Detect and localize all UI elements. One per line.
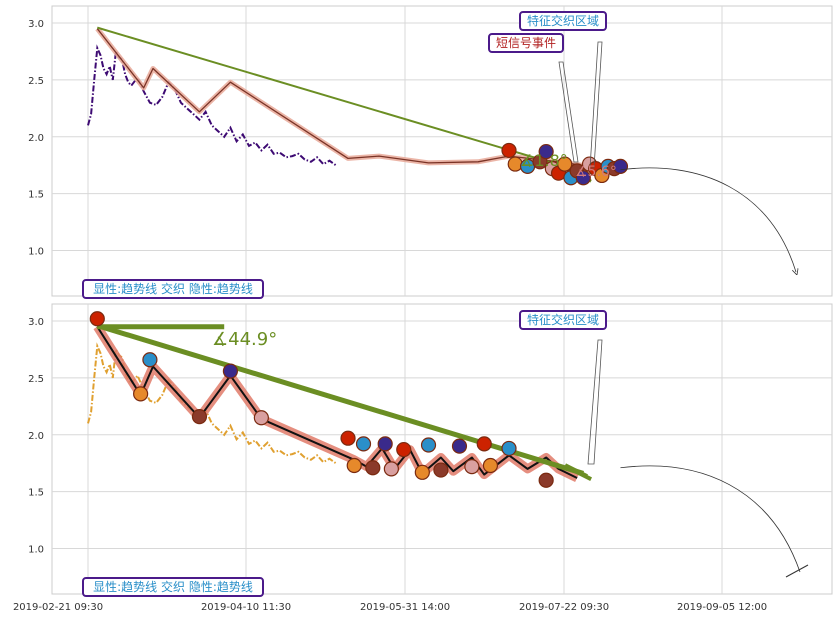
y-tick-label: 3.0 bbox=[28, 317, 44, 328]
legend-label: 显性:趋势线 交织 隐性:趋势线 bbox=[93, 281, 253, 296]
event-marker bbox=[253, 410, 269, 426]
projection-curve bbox=[620, 167, 796, 272]
x-tick-label: 2019-04-10 11:30 bbox=[201, 602, 291, 613]
y-tick-label: 1.5 bbox=[28, 488, 44, 499]
angle-label-small: ∡5.6° bbox=[575, 164, 617, 180]
y-tick-label: 2.5 bbox=[28, 76, 44, 87]
event-marker bbox=[538, 472, 554, 488]
event-marker bbox=[420, 437, 437, 453]
event-marker bbox=[383, 461, 399, 477]
event-marker bbox=[575, 170, 591, 186]
y-tick-label: 2.5 bbox=[28, 374, 44, 385]
event-marker bbox=[222, 363, 238, 379]
plot-area bbox=[51, 5, 833, 297]
event-marker bbox=[355, 436, 372, 452]
feature-region-label-box bbox=[519, 310, 607, 330]
x-axis: 2019-02-21 09:30 2019-04-10 11:30 2019-05-… bbox=[13, 602, 767, 613]
short-signal-arrow bbox=[558, 61, 579, 163]
short-signal-label-box bbox=[488, 33, 564, 53]
event-marker bbox=[365, 460, 381, 476]
trendline bbox=[97, 26, 569, 169]
feature-region-label: 特征交织区域 bbox=[527, 312, 599, 327]
event-marker bbox=[538, 143, 554, 160]
event-marker bbox=[142, 352, 158, 368]
feature-region-label-box bbox=[519, 11, 607, 31]
short-signal-label: 短信号事件 bbox=[496, 36, 556, 50]
event-marker bbox=[89, 311, 105, 327]
event-marker bbox=[612, 158, 629, 174]
event-marker bbox=[557, 156, 573, 172]
projection-end-tick bbox=[785, 564, 809, 578]
legend-label-box bbox=[82, 279, 264, 299]
y-tick-label: 1.0 bbox=[28, 247, 44, 258]
event-marker bbox=[476, 436, 492, 452]
event-marker bbox=[433, 462, 449, 478]
feature-region-arrow bbox=[587, 339, 603, 465]
event-marker bbox=[414, 464, 430, 480]
event-marker bbox=[396, 441, 412, 458]
x-tick-label: 2019-09-05 12:00 bbox=[677, 602, 767, 613]
x-tick-label: 2019-05-31 14:00 bbox=[360, 602, 450, 613]
x-tick-label: 2019-07-22 09:30 bbox=[519, 602, 609, 613]
series-raw bbox=[87, 44, 337, 167]
y-tick-label: 1.5 bbox=[28, 190, 44, 201]
angle-label-main: ∡44.9° bbox=[212, 329, 277, 350]
event-marker bbox=[377, 436, 393, 452]
event-marker bbox=[451, 438, 468, 454]
x-tick-label: 2019-02-21 09:30 bbox=[13, 602, 103, 613]
projection-curve bbox=[620, 465, 801, 573]
trend-stub bbox=[570, 467, 593, 481]
legend-label-box bbox=[82, 577, 264, 597]
event-marker bbox=[191, 408, 208, 425]
feature-region-label: 特征交织区域 bbox=[527, 13, 599, 28]
y-tick-label: 2.0 bbox=[28, 431, 44, 442]
event-marker bbox=[340, 430, 356, 446]
event-marker bbox=[133, 386, 149, 402]
y-tick-label: 3.0 bbox=[28, 19, 44, 30]
legend-label: 显性:趋势线 交织 隐性:趋势线 bbox=[93, 579, 253, 594]
event-marker bbox=[482, 457, 499, 474]
y-tick-label: 2.0 bbox=[28, 133, 44, 144]
event-marker bbox=[501, 440, 517, 457]
event-marker bbox=[501, 142, 517, 159]
event-marker bbox=[346, 457, 362, 474]
y-tick-label: 1.0 bbox=[28, 545, 44, 556]
angle-label-main: ∡1.8° bbox=[520, 151, 568, 170]
event-marker bbox=[464, 459, 480, 475]
feature-region-arrow bbox=[589, 41, 603, 169]
